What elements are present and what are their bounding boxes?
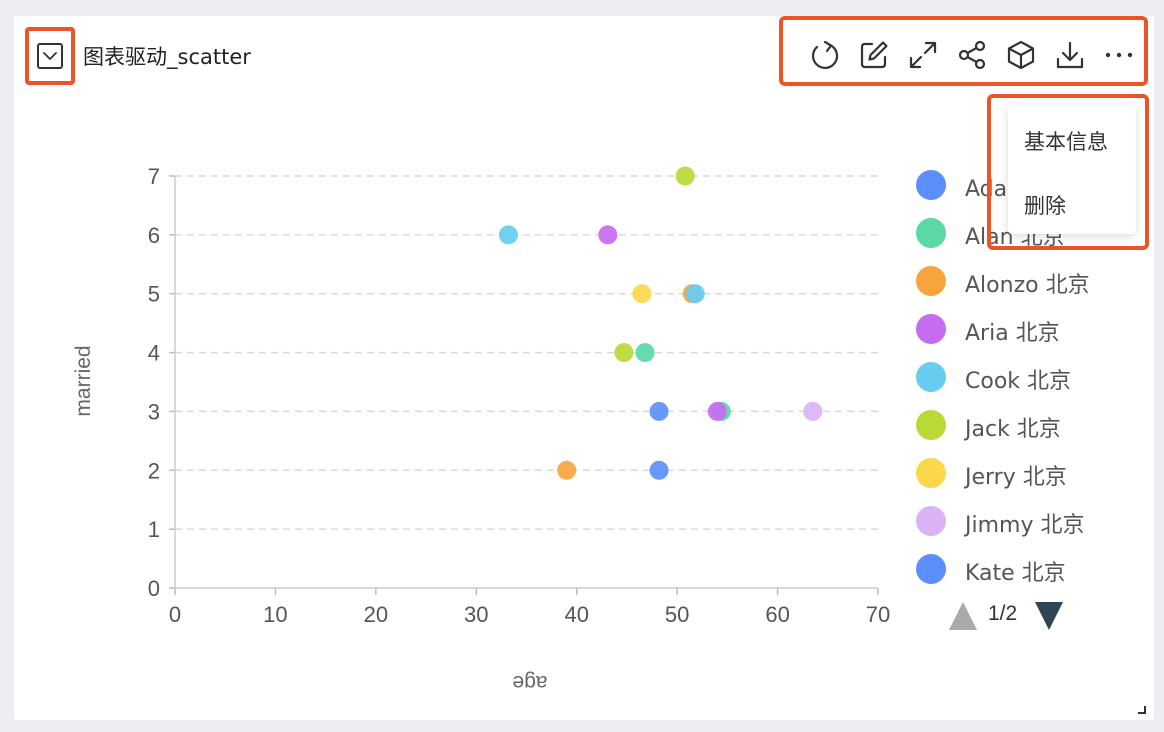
download-icon[interactable] [1053, 38, 1087, 72]
fullscreen-icon[interactable] [906, 38, 940, 72]
x-tick-label: 40 [564, 602, 588, 627]
collapse-toggle-button[interactable] [25, 27, 75, 85]
y-tick-label: 1 [148, 517, 160, 542]
scatter-point[interactable] [685, 284, 705, 304]
y-tick-label: 4 [148, 341, 160, 366]
legend-swatch [916, 458, 946, 488]
chart-card [14, 16, 1154, 720]
legend-page-indicator: 1/2 [988, 602, 1018, 625]
scatter-point[interactable] [614, 343, 634, 363]
legend-label: Aria 北京 [965, 321, 1060, 346]
x-tick-label: 60 [765, 602, 789, 627]
page-up-icon[interactable] [948, 600, 978, 630]
context-menu-highlight [987, 94, 1149, 250]
resize-handle-icon[interactable] [1136, 704, 1146, 714]
x-tick-label: 20 [364, 602, 388, 627]
refresh-icon[interactable] [808, 38, 842, 72]
grid-lines [175, 175, 878, 530]
menu-item-basic-info[interactable]: 基本信息 [1024, 130, 1108, 154]
y-tick-label: 3 [148, 399, 160, 424]
x-tick-label: 30 [464, 602, 488, 627]
x-tick-label: 70 [866, 602, 890, 627]
legend-swatch [916, 506, 946, 536]
legend-label: Jimmy 北京 [965, 513, 1085, 538]
y-tick-label: 7 [148, 164, 160, 189]
x-tick-label: 0 [169, 602, 181, 627]
chart-toolbar [779, 16, 1148, 86]
scatter-point[interactable] [649, 460, 669, 480]
legend-swatch [916, 266, 946, 296]
scatter-point[interactable] [557, 460, 577, 480]
scatter-point[interactable] [598, 225, 618, 245]
chart-title: 图表驱动_scatter [83, 45, 251, 69]
share-icon[interactable] [955, 38, 989, 72]
page-down-icon[interactable] [1034, 600, 1064, 630]
chevron-down-icon [37, 43, 63, 69]
scatter-point[interactable] [649, 401, 669, 421]
more-icon[interactable] [1102, 38, 1136, 72]
y-tick-label: 2 [148, 458, 160, 483]
legend-label: Jerry 北京 [965, 465, 1067, 490]
menu-item-delete[interactable]: 删除 [1024, 194, 1066, 218]
x-tick-label: 50 [665, 602, 689, 627]
legend-label: Jack 北京 [965, 417, 1061, 442]
scatter-point[interactable] [803, 401, 823, 421]
x-axis-label: age [512, 671, 547, 694]
y-tick-label: 5 [148, 282, 160, 307]
legend-swatch [916, 314, 946, 344]
scatter-point[interactable] [707, 401, 727, 421]
scatter-point[interactable] [675, 166, 695, 186]
scatter-point[interactable] [635, 343, 655, 363]
context-menu: 基本信息 删除 [1008, 106, 1136, 234]
legend-swatch [916, 218, 946, 248]
scatter-point[interactable] [632, 284, 652, 304]
legend-swatch [916, 410, 946, 440]
x-tick-label: 10 [263, 602, 287, 627]
legend-swatch [916, 362, 946, 392]
y-tick-label: 0 [148, 576, 160, 601]
legend-swatch [916, 170, 946, 200]
data-points [498, 166, 823, 480]
edit-icon[interactable] [857, 38, 891, 72]
legend-label: Kate 北京 [965, 561, 1066, 586]
scatter-point[interactable] [498, 225, 518, 245]
cube-icon[interactable] [1004, 38, 1038, 72]
legend-label: Cook 北京 [965, 369, 1072, 394]
y-axis-label: married [72, 345, 95, 416]
legend-label: Alonzo 北京 [965, 273, 1090, 298]
legend-swatch [916, 554, 946, 584]
y-tick-label: 6 [148, 223, 160, 248]
